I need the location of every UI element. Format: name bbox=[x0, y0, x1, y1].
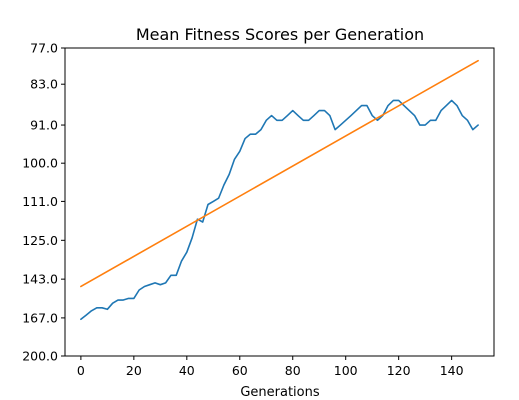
x-tick-label: 0 bbox=[77, 363, 85, 378]
ticks-layer: 0 20 40 60 80 100 120 140 77.0 83.0 91.0 100.0 111.0… bbox=[22, 41, 463, 379]
x-tick-label: 20 bbox=[126, 363, 142, 378]
x-tick-label: 100 bbox=[334, 363, 358, 378]
y-tick-label: 111.0 bbox=[22, 194, 58, 209]
y-tick-label: 83.0 bbox=[30, 77, 58, 92]
series-layer bbox=[80, 59, 479, 321]
x-tick-label: 40 bbox=[179, 363, 195, 378]
x-tick-label: 60 bbox=[232, 363, 248, 378]
series-line-2 bbox=[80, 59, 479, 288]
x-tick-label: 140 bbox=[440, 363, 464, 378]
chart-title: Mean Fitness Scores per Generation bbox=[136, 25, 424, 44]
y-tick-label: 143.0 bbox=[22, 272, 58, 287]
y-tick-label: 200.0 bbox=[22, 349, 58, 364]
y-tick-label: 100.0 bbox=[22, 156, 58, 171]
y-tick-label: 91.0 bbox=[30, 118, 58, 133]
x-axis-label: Generations bbox=[240, 385, 320, 400]
x-tick-label: 120 bbox=[387, 363, 411, 378]
y-tick-label: 167.0 bbox=[22, 310, 58, 325]
plot-frame bbox=[64, 47, 495, 357]
y-tick-label: 125.0 bbox=[22, 233, 58, 248]
series-line-1 bbox=[80, 99, 479, 321]
y-tick-label: 77.0 bbox=[30, 41, 58, 56]
x-tick-label: 80 bbox=[285, 363, 301, 378]
